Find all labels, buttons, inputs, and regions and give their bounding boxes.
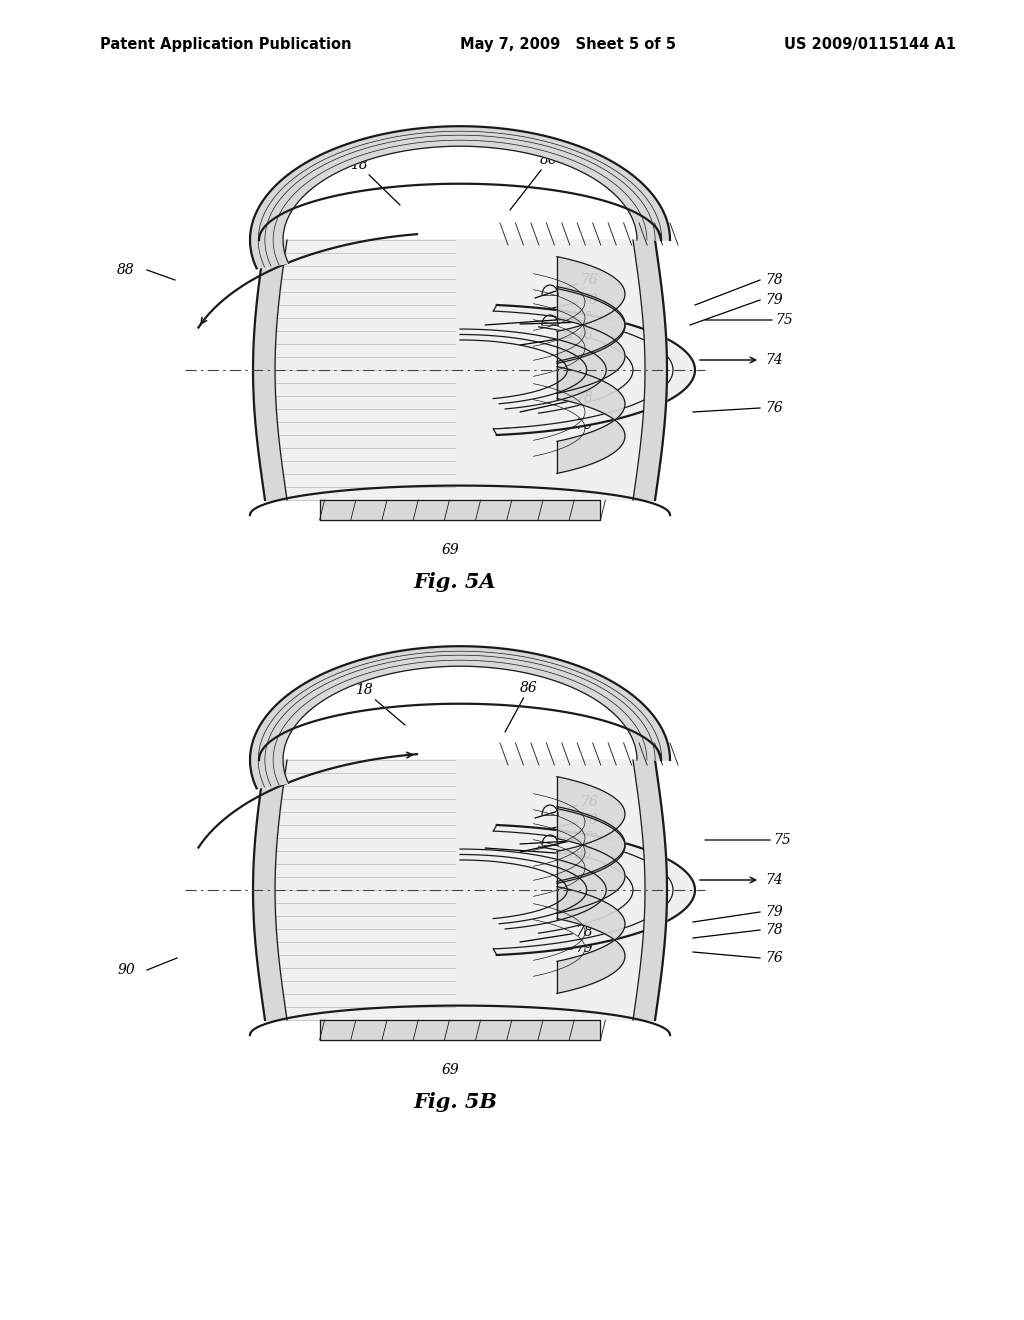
Polygon shape [557,256,625,363]
Text: 74: 74 [765,873,782,887]
Text: 18: 18 [350,158,400,205]
Text: 88: 88 [118,263,135,277]
Polygon shape [319,500,600,520]
Polygon shape [557,286,625,393]
Polygon shape [494,825,695,954]
Text: Patent Application Publication: Patent Application Publication [100,37,351,53]
Text: 79: 79 [505,418,593,432]
Text: 69: 69 [441,1063,459,1077]
Text: 79: 79 [520,833,598,847]
Text: 78: 78 [535,293,598,312]
Text: 76: 76 [520,832,593,851]
Text: 69: 69 [441,543,459,557]
Text: 76: 76 [520,327,593,345]
Text: 76: 76 [535,795,598,818]
Polygon shape [494,305,695,436]
Text: 76: 76 [765,950,782,965]
Text: 86: 86 [485,847,593,862]
Text: 78: 78 [765,923,782,937]
Polygon shape [253,240,667,500]
Text: 79: 79 [765,906,782,919]
Polygon shape [253,760,667,1020]
Text: 79: 79 [520,315,598,329]
Text: US 2009/0115144 A1: US 2009/0115144 A1 [784,37,956,53]
Text: 78: 78 [535,813,598,832]
Text: Fig. 5A: Fig. 5A [414,572,497,591]
Text: 79: 79 [505,941,593,954]
Polygon shape [319,1020,600,1040]
Polygon shape [557,367,625,474]
Text: 76: 76 [765,401,782,414]
Text: 86: 86 [510,153,558,210]
Polygon shape [250,647,670,788]
Text: 75: 75 [705,833,791,847]
Text: 78: 78 [520,925,593,942]
Text: 90: 90 [118,964,135,977]
Polygon shape [557,887,625,994]
Text: 74: 74 [765,352,782,367]
Polygon shape [250,127,670,268]
Text: 18: 18 [355,682,406,725]
Polygon shape [557,807,625,913]
Text: Fig. 5B: Fig. 5B [413,1092,497,1111]
Text: 76: 76 [535,273,598,298]
Text: 86: 86 [505,681,538,733]
Text: May 7, 2009   Sheet 5 of 5: May 7, 2009 Sheet 5 of 5 [460,37,676,53]
Text: 78: 78 [520,391,593,412]
Text: 79: 79 [765,293,782,308]
Polygon shape [557,776,625,883]
Text: 75: 75 [705,313,793,327]
Text: 86: 86 [485,312,593,325]
Text: 78: 78 [765,273,782,286]
